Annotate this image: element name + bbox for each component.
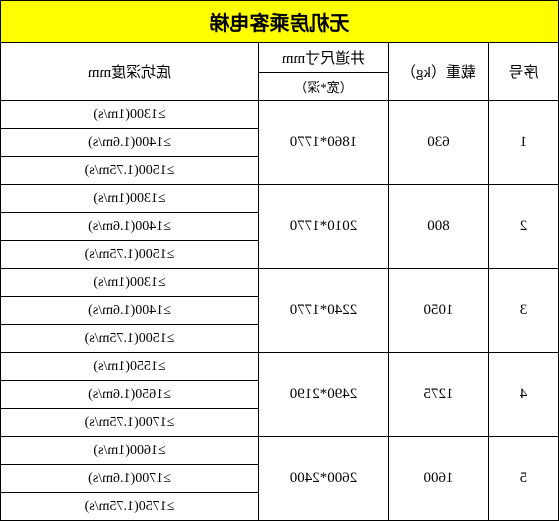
- cell-seq: 3: [489, 269, 559, 353]
- header-seq: 序号: [489, 43, 559, 101]
- table-row: 28002010*1770≥1300(1m/s): [1, 185, 559, 213]
- table-row: 516002600*2400≥1600(1m/s): [1, 437, 559, 465]
- header-load: 载重（kg）: [389, 43, 489, 101]
- cell-seq: 2: [489, 185, 559, 269]
- cell-seq: 4: [489, 353, 559, 437]
- cell-pit: ≥1550(1m/s): [1, 353, 259, 381]
- cell-pit: ≥1400(1.6m/s): [1, 129, 259, 157]
- cell-dim: 2600*2400: [259, 437, 389, 521]
- cell-pit: ≥1300(1m/s): [1, 101, 259, 129]
- header-dim-sub: （宽*深）: [259, 73, 389, 101]
- cell-load: 1050: [389, 269, 489, 353]
- cell-pit: ≥1600(1m/s): [1, 437, 259, 465]
- cell-dim: 1860*1770: [259, 101, 389, 185]
- cell-dim: 2490*2190: [259, 353, 389, 437]
- cell-load: 1600: [389, 437, 489, 521]
- cell-pit: ≥1500(1.75m/s): [1, 157, 259, 185]
- cell-pit: ≥1400(1.6m/s): [1, 213, 259, 241]
- cell-seq: 1: [489, 101, 559, 185]
- header-dim-main: 井道尺寸mm: [259, 43, 389, 73]
- spec-table: 序号 载重（kg） 井道尺寸mm 底坑深度mm （宽*深） 16301860*1…: [0, 42, 559, 521]
- cell-dim: 2240*1770: [259, 269, 389, 353]
- cell-dim: 2010*1770: [259, 185, 389, 269]
- cell-pit: ≥1700(1.6m/s): [1, 465, 259, 493]
- table-row: 310502240*1770≥1300(1m/s): [1, 269, 559, 297]
- cell-pit: ≥1650(1.6m/s): [1, 381, 259, 409]
- cell-pit: ≥1750(1.75m/s): [1, 493, 259, 521]
- cell-load: 1275: [389, 353, 489, 437]
- cell-pit: ≥1300(1m/s): [1, 269, 259, 297]
- table-row: 412752490*2190≥1550(1m/s): [1, 353, 559, 381]
- cell-pit: ≥1500(1.75m/s): [1, 325, 259, 353]
- cell-load: 630: [389, 101, 489, 185]
- cell-pit: ≥1300(1m/s): [1, 185, 259, 213]
- header-pit: 底坑深度mm: [1, 43, 259, 101]
- cell-pit: ≥1700(1.75m/s): [1, 409, 259, 437]
- cell-seq: 5: [489, 437, 559, 521]
- cell-pit: ≥1400(1.6m/s): [1, 297, 259, 325]
- cell-pit: ≥1500(1.75m/s): [1, 241, 259, 269]
- table-row: 16301860*1770≥1300(1m/s): [1, 101, 559, 129]
- title: 无机房乘客电梯: [0, 0, 559, 42]
- cell-load: 800: [389, 185, 489, 269]
